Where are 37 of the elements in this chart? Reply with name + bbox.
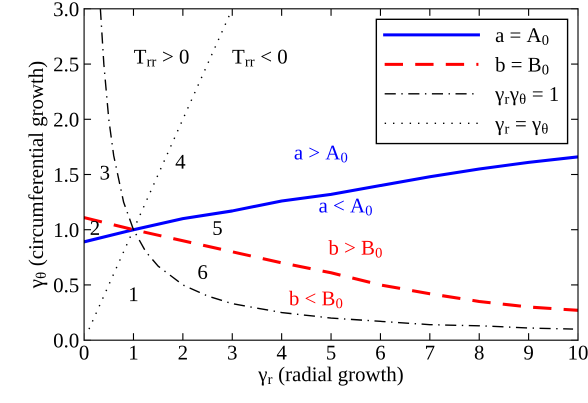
- y-tick-label: 2.0: [54, 112, 78, 127]
- annotation: 4: [176, 154, 186, 169]
- x-tick-label: 6: [376, 346, 386, 360]
- y-tick-label: 1.0: [55, 223, 78, 238]
- x-tick-label: 9: [524, 346, 533, 360]
- annotation: 3: [100, 166, 110, 180]
- annotation: b < B$_{0}$: [288, 290, 342, 308]
- x-tick-label: 8: [474, 346, 484, 360]
- annotation: a < A$_{0}$: [319, 198, 372, 216]
- line-series: [84, 216, 578, 312]
- x-tick-label: 5: [327, 346, 336, 360]
- legend-label: b = B$_{0}$: [495, 57, 548, 75]
- y-tick-label: 2.5: [54, 58, 78, 72]
- y-tick-label: 1.5: [55, 168, 78, 182]
- y-axis-title: γ$_{θ}$ (circumferential growth): [28, 62, 48, 288]
- annotation: a > A$_{0}$: [294, 146, 348, 162]
- x-axis-title: γ$_{r}$ (radial growth): [258, 366, 403, 386]
- annotation: 2: [90, 221, 100, 235]
- x-tick-label: 7: [426, 346, 434, 360]
- annotation: 5: [213, 221, 222, 236]
- annotation: b > B$_{0}$: [328, 240, 382, 258]
- x-tick-label: 1: [130, 346, 138, 360]
- legend-label: γ$_{r}$ = γ$_{θ}$: [495, 121, 548, 136]
- annotation: T$_{rr}$ < 0: [232, 50, 287, 66]
- x-tick-label: 4: [276, 346, 287, 360]
- x-tick-label: 3: [228, 346, 237, 360]
- legend-label: γ$_{r}$γ$_{θ}$ = 1: [495, 87, 558, 106]
- x-tick-label: 10: [569, 346, 588, 360]
- annotation: 6: [198, 265, 208, 280]
- annotation: 1: [130, 287, 138, 302]
- legend-label: a = A$_{0}$: [496, 28, 548, 46]
- x-tick-label: 2: [178, 346, 187, 360]
- y-tick-label: 0.0: [54, 334, 78, 348]
- x-tick-label: 0: [80, 346, 88, 360]
- y-tick-label: 3.0: [54, 2, 78, 16]
- y-tick-label: 0.5: [54, 278, 78, 292]
- annotation: T$_{rr}$ > 0: [134, 50, 189, 66]
